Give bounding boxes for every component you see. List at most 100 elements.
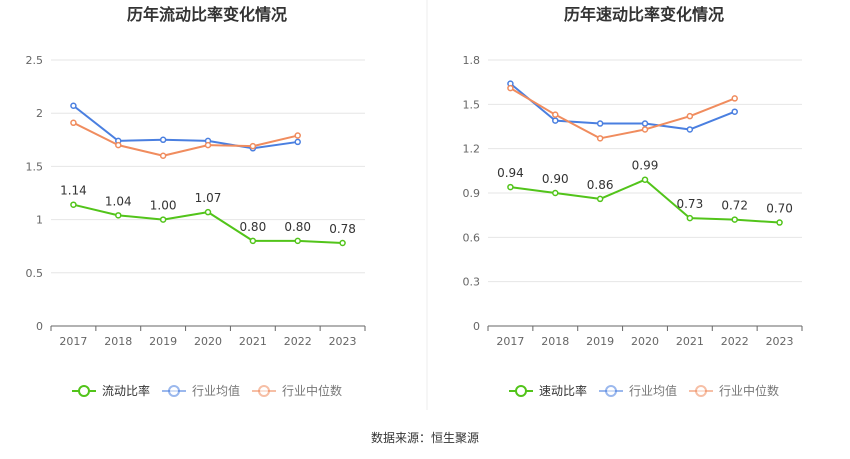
data-point[interactable] (552, 117, 559, 124)
x-tick-label: 2023 (329, 335, 357, 348)
legend-item-2[interactable]: 行业中位数 (252, 383, 342, 398)
x-tick-label: 2019 (586, 335, 614, 348)
legend-label: 行业中位数 (282, 383, 342, 398)
data-point[interactable] (731, 216, 738, 223)
legend-marker-icon (695, 385, 707, 397)
chart-title: 历年速动比率变化情况 (564, 5, 724, 24)
data-label: 0.70 (766, 202, 793, 216)
data-point[interactable] (70, 201, 77, 208)
data-point[interactable] (204, 208, 212, 216)
y-tick-label: 0 (473, 320, 480, 333)
legend-label: 行业中位数 (719, 383, 779, 398)
legend-marker-icon (78, 385, 90, 397)
y-tick-label: 2.5 (26, 54, 44, 67)
data-point[interactable] (339, 239, 346, 247)
data-point[interactable] (552, 189, 559, 197)
data-label: 1.14 (60, 184, 87, 198)
x-tick-label: 2020 (194, 335, 222, 348)
legend-marker-icon (605, 385, 617, 397)
legend-label: 行业均值 (192, 383, 240, 398)
data-label: 0.73 (676, 197, 703, 211)
data-point[interactable] (294, 237, 301, 245)
legend-label: 行业均值 (629, 383, 677, 398)
data-point[interactable] (70, 119, 77, 127)
y-tick-label: 0.6 (463, 231, 481, 244)
data-point[interactable] (731, 95, 738, 102)
x-tick-label: 2022 (284, 335, 312, 348)
legend-item-1[interactable]: 行业均值 (162, 383, 240, 398)
data-point[interactable] (731, 108, 738, 115)
data-point[interactable] (249, 142, 257, 150)
data-point[interactable] (115, 141, 122, 149)
current-ratio-chart: 历年流动比率变化情况 0 0.5 1 1.5 2 2.5 2017 2018 2019 2020 2… (26, 5, 366, 398)
data-point[interactable] (159, 152, 167, 160)
data-point[interactable] (249, 237, 257, 245)
y-tick-label: 0 (36, 320, 43, 333)
x-tick-label: 2017 (59, 335, 87, 348)
data-point[interactable] (641, 176, 649, 183)
legend-item-1[interactable]: 行业均值 (599, 383, 677, 398)
data-point[interactable] (552, 111, 559, 118)
data-point[interactable] (507, 84, 514, 92)
x-tick-label: 2021 (676, 335, 704, 348)
legend-item-2[interactable]: 行业中位数 (689, 383, 779, 398)
data-label: 0.72 (721, 199, 748, 213)
data-label: 0.99 (632, 159, 659, 173)
data-point[interactable] (641, 126, 649, 133)
x-tick-label: 2017 (496, 335, 524, 348)
y-tick-label: 1.2 (463, 143, 481, 156)
y-tick-label: 0.3 (463, 276, 481, 289)
x-tick-label: 2019 (149, 335, 177, 348)
legend-item-0[interactable]: 流动比率 (72, 383, 150, 398)
data-label: 0.80 (239, 220, 266, 234)
y-tick-label: 1 (36, 214, 43, 227)
data-label: 0.80 (284, 220, 311, 234)
series-line-2 (509, 87, 736, 140)
data-point[interactable] (776, 219, 783, 226)
data-label: 1.00 (150, 199, 177, 213)
x-tick-label: 2020 (631, 335, 659, 348)
data-label: 0.86 (587, 178, 614, 192)
x-tick-label: 2018 (541, 335, 569, 348)
series-line-1 (72, 104, 298, 150)
data-label: 1.07 (195, 191, 222, 205)
data-label: 0.78 (329, 222, 356, 236)
data-point[interactable] (159, 136, 167, 144)
data-point[interactable] (596, 120, 604, 127)
data-point[interactable] (204, 141, 212, 149)
x-tick-label: 2022 (721, 335, 749, 348)
y-tick-label: 1.8 (463, 54, 481, 67)
data-point[interactable] (294, 138, 301, 146)
data-point[interactable] (686, 126, 694, 133)
legend-label: 流动比率 (102, 383, 150, 398)
data-label: 1.04 (105, 194, 132, 208)
data-point[interactable] (596, 135, 604, 142)
y-tick-label: 1.5 (26, 160, 44, 173)
data-point[interactable] (294, 132, 301, 139)
x-tick-label: 2018 (104, 335, 132, 348)
y-tick-label: 0.9 (463, 187, 481, 200)
x-tick-label: 2023 (766, 335, 794, 348)
legend-marker-icon (168, 385, 180, 397)
data-point[interactable] (686, 214, 694, 222)
legend-marker-icon (515, 385, 527, 397)
series-line-1 (509, 82, 736, 131)
data-point[interactable] (641, 120, 649, 127)
data-label: 0.94 (497, 166, 524, 180)
data-label: 0.90 (542, 172, 569, 186)
series-line-2 (72, 121, 298, 157)
chart-title: 历年流动比率变化情况 (127, 5, 287, 24)
quick-ratio-chart: 历年速动比率变化情况 0 0.3 0.6 0.9 1.2 1.5 1.8 2017 2018 20… (463, 5, 803, 398)
data-point[interactable] (159, 216, 167, 223)
y-tick-label: 0.5 (26, 267, 44, 280)
legend-item-0[interactable]: 速动比率 (509, 383, 587, 398)
y-tick-label: 1.5 (463, 98, 481, 111)
data-point[interactable] (115, 212, 122, 219)
data-point[interactable] (70, 102, 77, 110)
legend-marker-icon (258, 385, 270, 397)
data-point[interactable] (507, 183, 514, 191)
legend-label: 速动比率 (539, 383, 587, 398)
data-point[interactable] (686, 112, 694, 120)
data-point[interactable] (596, 195, 604, 203)
